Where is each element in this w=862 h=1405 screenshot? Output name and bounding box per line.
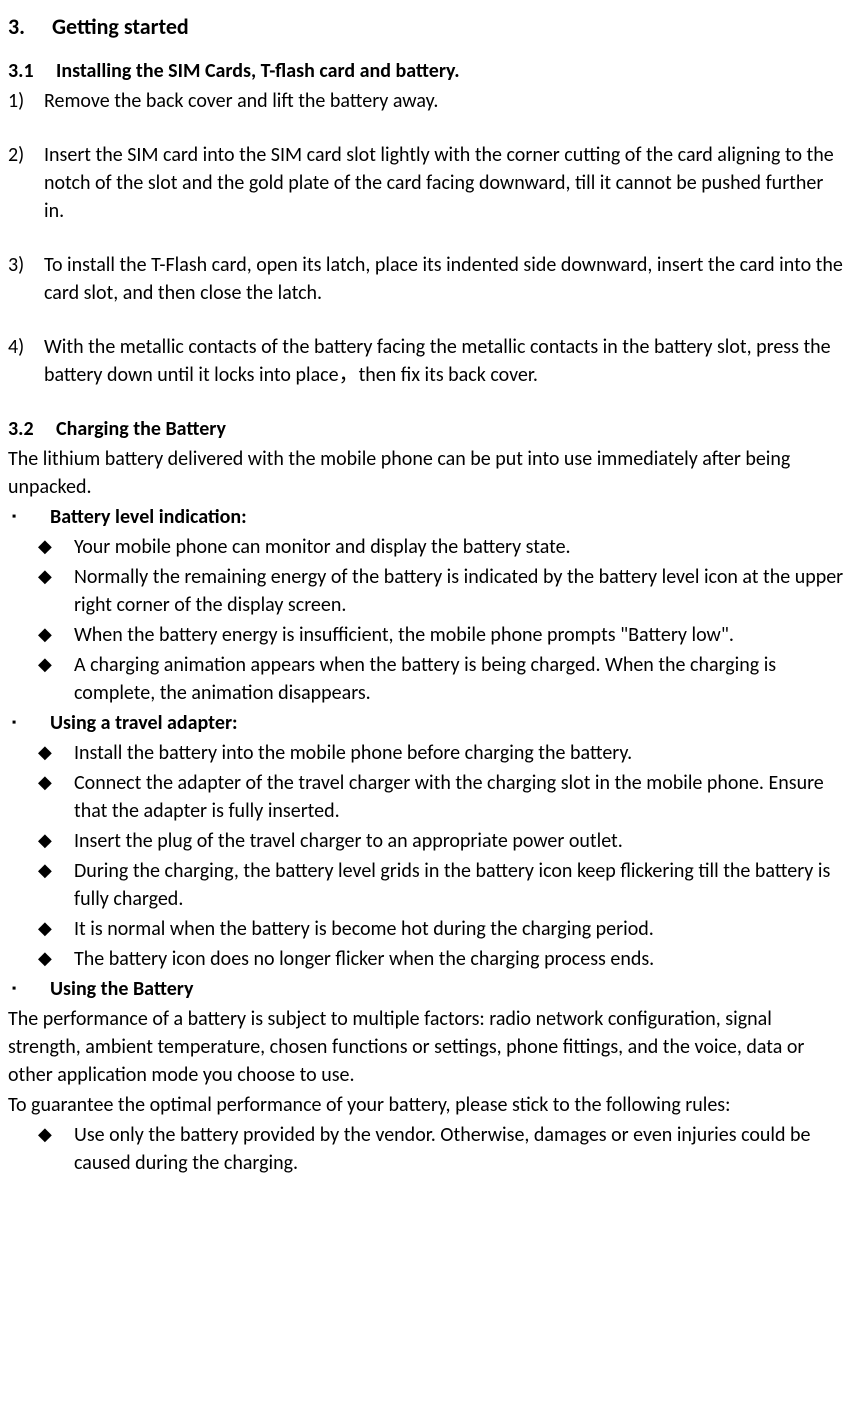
list-item: ◆ Use only the battery provided by the v… [8,1121,846,1177]
list-item: ◆ It is normal when the battery is becom… [8,915,846,943]
section-3-number: 3. [8,12,52,43]
list-item: ◆ Insert the plug of the travel charger … [8,827,846,855]
install-step: 1) Remove the back cover and lift the ba… [8,87,846,115]
step-text: With the metallic contacts of the batter… [44,333,846,389]
list-item-text: Install the battery into the mobile phon… [74,739,846,767]
section-3-title: Getting started [52,12,189,43]
list-item: ◆ Connect the adapter of the travel char… [8,769,846,825]
subheading-text: Using a travel adapter: [50,709,846,737]
using-battery-heading-list: ▪ Using the Battery [8,975,846,1003]
list-item: ◆ Your mobile phone can monitor and disp… [8,533,846,561]
diamond-bullet-icon: ◆ [38,563,74,619]
subheading-text: Using the Battery [50,975,846,1003]
diamond-bullet-icon: ◆ [38,827,74,855]
install-step: 2) Insert the SIM card into the SIM card… [8,141,846,225]
section-32-heading: 3.2 Charging the Battery [8,415,846,443]
subheading-item: ▪ Battery level indication: [8,503,846,531]
list-item: ◆ Install the battery into the mobile ph… [8,739,846,767]
diamond-bullet-icon: ◆ [38,533,74,561]
square-bullet-icon: ▪ [8,709,50,737]
step-number: 1) [8,87,44,115]
list-item-text: The battery icon does no longer flicker … [74,945,846,973]
section-3-heading: 3. Getting started [8,12,846,43]
list-item: ◆ When the battery energy is insufficien… [8,621,846,649]
square-bullet-icon: ▪ [8,503,50,531]
install-steps-list: 1) Remove the back cover and lift the ba… [8,87,846,389]
using-battery-para2: To guarantee the optimal performance of … [8,1091,846,1119]
using-battery-para1: The performance of a battery is subject … [8,1005,846,1089]
step-number: 4) [8,333,44,389]
diamond-bullet-icon: ◆ [38,915,74,943]
diamond-bullet-icon: ◆ [38,857,74,913]
list-item-text: Use only the battery provided by the ven… [74,1121,846,1177]
travel-adapter-list: ◆ Install the battery into the mobile ph… [8,739,846,973]
subheading-text: Battery level indication: [50,503,846,531]
step-text: Insert the SIM card into the SIM card sl… [44,141,846,225]
diamond-bullet-icon: ◆ [38,1121,74,1177]
list-item-text: It is normal when the battery is become … [74,915,846,943]
diamond-bullet-icon: ◆ [38,769,74,825]
list-item-text: During the charging, the battery level g… [74,857,846,913]
section-31-number: 3.1 [8,57,56,85]
battery-indication-list: ◆ Your mobile phone can monitor and disp… [8,533,846,707]
list-item: ◆ During the charging, the battery level… [8,857,846,913]
step-number: 3) [8,251,44,307]
step-number: 2) [8,141,44,225]
list-item-text: Your mobile phone can monitor and displa… [74,533,846,561]
install-step: 4) With the metallic contacts of the bat… [8,333,846,389]
section-32-title: Charging the Battery [56,415,226,443]
section-31-heading: 3.1 Installing the SIM Cards, T-flash ca… [8,57,846,85]
subheading-item: ▪ Using the Battery [8,975,846,1003]
install-step: 3) To install the T-Flash card, open its… [8,251,846,307]
step-text: Remove the back cover and lift the batte… [44,87,846,115]
list-item: ◆ Normally the remaining energy of the b… [8,563,846,619]
diamond-bullet-icon: ◆ [38,739,74,767]
section-31-title: Installing the SIM Cards, T-flash card a… [56,57,460,85]
battery-indication-heading-list: ▪ Battery level indication: [8,503,846,531]
step-text: To install the T-Flash card, open its la… [44,251,846,307]
section-32-number: 3.2 [8,415,56,443]
diamond-bullet-icon: ◆ [38,945,74,973]
list-item: ◆ A charging animation appears when the … [8,651,846,707]
list-item: ◆ The battery icon does no longer flicke… [8,945,846,973]
list-item-text: Normally the remaining energy of the bat… [74,563,846,619]
travel-adapter-heading-list: ▪ Using a travel adapter: [8,709,846,737]
list-item-text: Connect the adapter of the travel charge… [74,769,846,825]
list-item-text: A charging animation appears when the ba… [74,651,846,707]
subheading-item: ▪ Using a travel adapter: [8,709,846,737]
square-bullet-icon: ▪ [8,975,50,1003]
list-item-text: When the battery energy is insufficient,… [74,621,846,649]
list-item-text: Insert the plug of the travel charger to… [74,827,846,855]
diamond-bullet-icon: ◆ [38,651,74,707]
diamond-bullet-icon: ◆ [38,621,74,649]
section-32-intro: The lithium battery delivered with the m… [8,445,846,501]
battery-rules-list: ◆ Use only the battery provided by the v… [8,1121,846,1177]
